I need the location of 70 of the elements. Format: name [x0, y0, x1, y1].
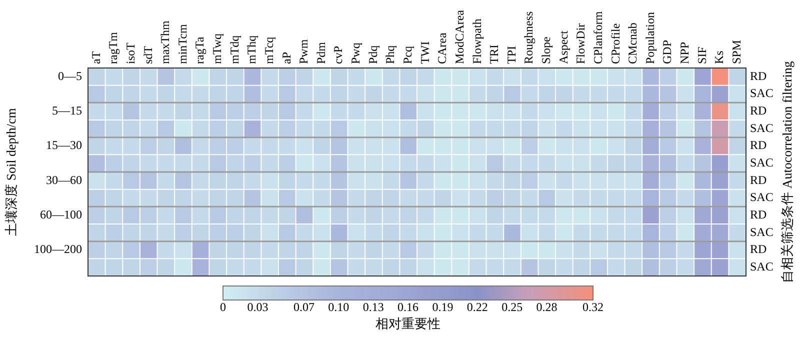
y2-tick-label: RD [750, 172, 768, 187]
x-tick-label: Population [642, 12, 657, 64]
y2-tick-label: RD [750, 242, 768, 256]
x-tick-label: aT [88, 50, 103, 64]
y2-tick-label: RD [750, 103, 768, 118]
x-tick-label: FlowDir [574, 23, 588, 64]
x-tick-label: Pdm [314, 41, 328, 64]
y-tick-label: 60—100 [40, 207, 82, 222]
y2-tick-label: SAC [750, 190, 774, 204]
color-bar-label: 0.19 [432, 300, 454, 314]
y-axis-title: 土壤深度 Soil depth/cm [3, 108, 18, 236]
x-tick-label: TPI [504, 46, 518, 64]
color-bar-label: 0.22 [466, 300, 488, 314]
y2-tick-label: SAC [750, 224, 774, 239]
y2-tick-label: RD [750, 68, 768, 83]
x-tick-label: NPP [678, 42, 692, 64]
x-tick-label: CArea [435, 32, 450, 64]
x-tick-label: Slope [539, 36, 554, 64]
x-tick-label: CPlanform [590, 10, 605, 64]
y-tick-label: 100—200 [34, 242, 82, 256]
x-tick-label: Aspect [556, 30, 570, 64]
x-tick-label: Pwm [296, 38, 311, 64]
x-tick-label: CMcnab [626, 22, 640, 64]
y2-tick-label: SAC [750, 120, 774, 135]
y2-axis-title: 自相关筛选条件 Autocorrelation filtering [779, 60, 794, 283]
x-tick-label: Roughness [522, 11, 536, 64]
x-tick-label: maxThm [158, 20, 172, 64]
x-tick-label: sdT [140, 45, 155, 64]
x-tick-label: mThq [244, 35, 259, 64]
x-tick-label: aP [279, 52, 294, 64]
x-tick-label: minTcm [175, 24, 190, 64]
x-tick-label: mTdq [227, 35, 242, 64]
y-tick-label: 0—5 [58, 68, 82, 83]
color-bar-label: 0.03 [247, 300, 268, 314]
y-tick-label: 5—15 [52, 103, 82, 118]
color-bar-label: 0.25 [502, 300, 523, 314]
x-tick-label: SIF [694, 46, 709, 64]
y2-tick-label: SAC [750, 259, 774, 274]
y2-tick-label: RD [750, 138, 768, 152]
x-tick-label: Pdq [366, 45, 380, 64]
color-bar-label: 0.10 [328, 300, 350, 314]
x-tick-label: TRI [487, 44, 502, 64]
x-tick-label: ModCArea [452, 9, 466, 64]
color-bar-title: 相对重要性 [376, 316, 440, 331]
color-bar-label: 0 [220, 300, 226, 314]
color-bar-label: 0.13 [362, 300, 384, 314]
x-tick-label: TWI [418, 41, 432, 64]
color-bar-label: 0.07 [293, 300, 314, 314]
color-bar-label: 0.16 [398, 300, 418, 314]
x-tick-label: cvP [331, 46, 346, 64]
y-tick-label: 30—60 [46, 172, 82, 187]
x-tick-label: ragTm [106, 31, 120, 64]
x-tick-label: SPM [730, 40, 744, 64]
color-bar-label: 0.28 [536, 300, 558, 314]
x-tick-label: Pcq [400, 46, 414, 64]
x-tick-label: GDP [660, 40, 674, 64]
y2-tick-label: SAC [750, 86, 774, 100]
x-tick-label: isoT [123, 42, 138, 64]
color-bar-label: 0.32 [582, 300, 604, 314]
x-tick-label: mTwq [210, 34, 224, 64]
y2-tick-label: RD [750, 207, 768, 222]
x-tick-label: ragTa [192, 36, 207, 64]
x-tick-label: Pwq [348, 42, 363, 64]
y2-tick-label: SAC [750, 155, 774, 170]
y-tick-label: 15—30 [46, 138, 82, 152]
x-tick-label: mTcq [262, 36, 276, 64]
x-tick-label: CProfile [608, 23, 622, 64]
x-tick-label: Phq [383, 45, 398, 64]
x-tick-label: Ks [712, 50, 726, 64]
x-tick-label: Flowpath [470, 18, 484, 64]
